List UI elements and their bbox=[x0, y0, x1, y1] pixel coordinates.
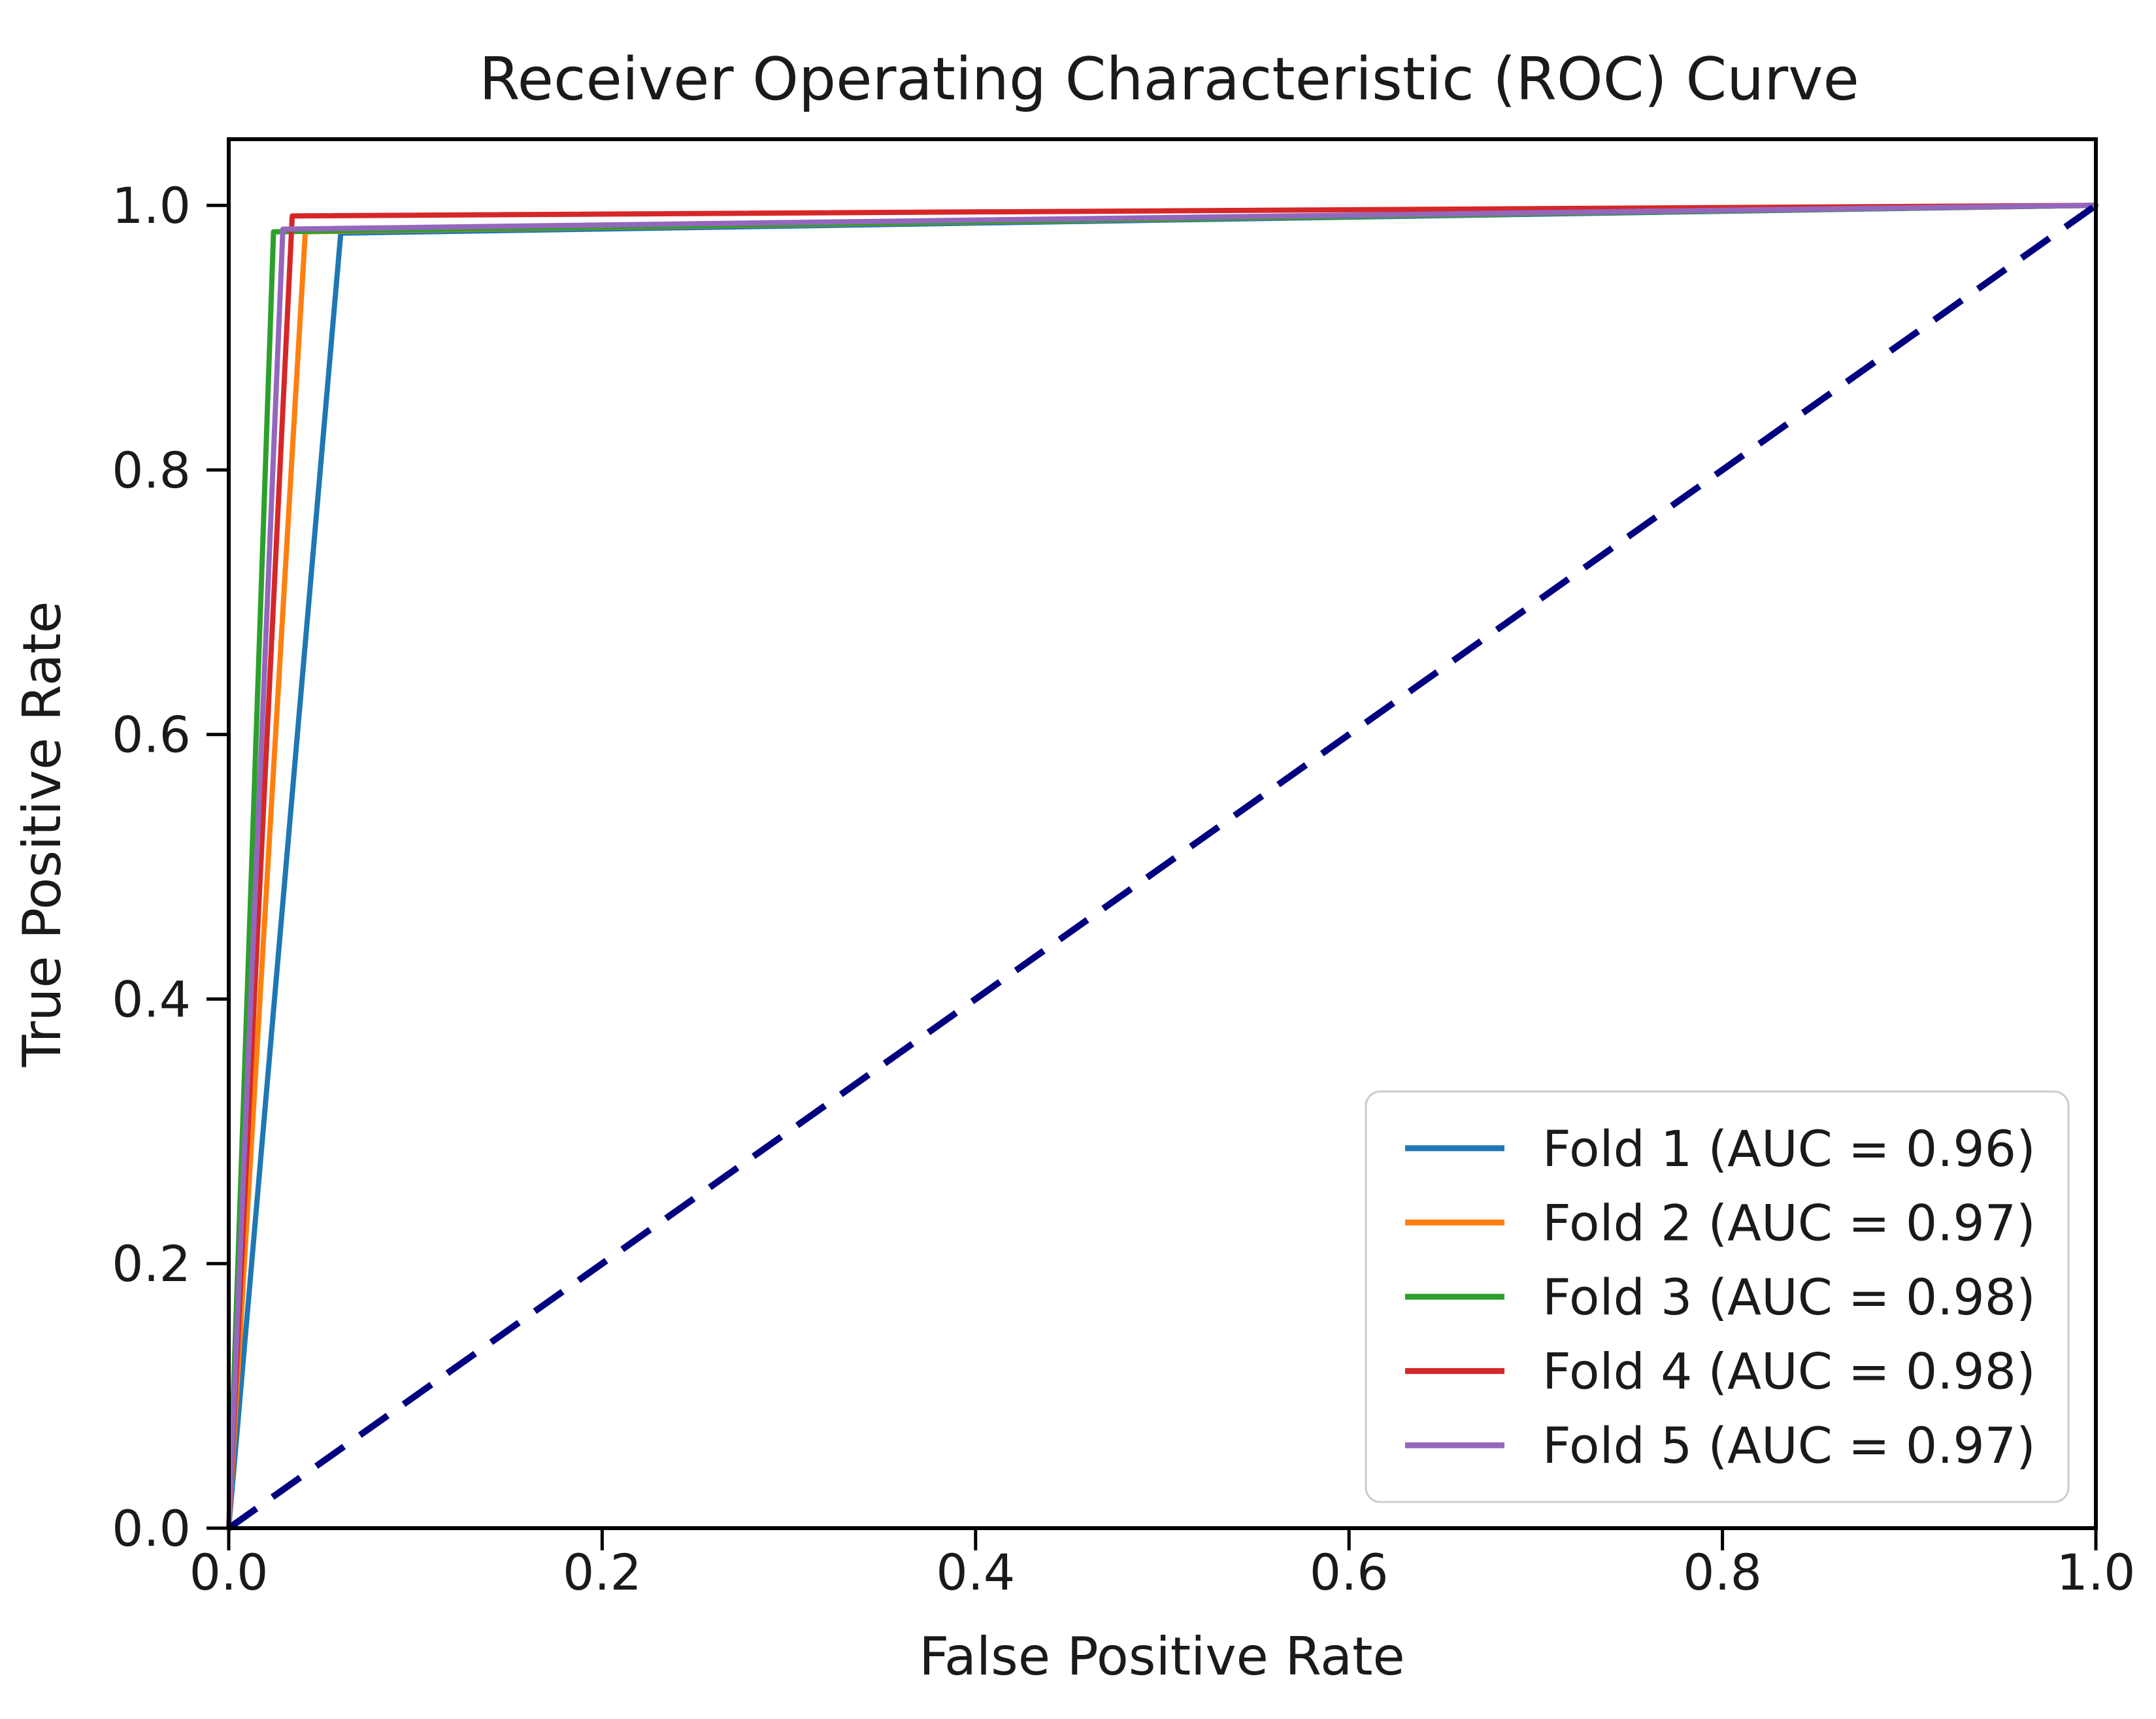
y-tick-label: 0.8 bbox=[112, 441, 191, 499]
x-tick-label: 0.0 bbox=[190, 1543, 269, 1601]
legend-box bbox=[1365, 1090, 2070, 1503]
roc-curve-fold-5 bbox=[226, 203, 2098, 1531]
roc-curve-fold-4 bbox=[226, 203, 2098, 1531]
y-tick-label: 0.4 bbox=[112, 970, 191, 1028]
y-tick-label: 0.0 bbox=[112, 1499, 191, 1558]
y-tick-label: 0.2 bbox=[112, 1235, 191, 1293]
x-tick-label: 0.8 bbox=[1683, 1543, 1762, 1601]
legend-entry-label: Fold 4 (AUC = 0.98) bbox=[1542, 1343, 2036, 1401]
legend-entry-fold-2: Fold 2 (AUC = 0.97) bbox=[1405, 1193, 2036, 1252]
legend-entry-fold-5: Fold 5 (AUC = 0.97) bbox=[1405, 1416, 2036, 1475]
x-tick-label: 0.4 bbox=[936, 1543, 1015, 1601]
x-tick-label: 0.6 bbox=[1310, 1543, 1389, 1601]
reference-line-layer bbox=[227, 203, 2098, 1531]
x-axis-label: False Positive Rate bbox=[919, 1626, 1405, 1687]
legend-entry-fold-1: Fold 1 (AUC = 0.96) bbox=[1405, 1120, 2036, 1178]
x-tick-label: 0.2 bbox=[563, 1543, 642, 1601]
chart-title: Receiver Operating Characteristic (ROC) … bbox=[479, 45, 1859, 114]
legend: Fold 1 (AUC = 0.96) Fold 2 (AUC = 0.97) Fo… bbox=[1365, 1090, 2070, 1503]
chance-diagonal bbox=[227, 203, 2098, 1531]
y-axis-label: True Positive Rate bbox=[12, 601, 73, 1068]
legend-entry-label: Fold 2 (AUC = 0.97) bbox=[1542, 1193, 2036, 1252]
series-layer bbox=[226, 203, 2098, 1531]
x-tick-label: 1.0 bbox=[2057, 1543, 2136, 1601]
axes-layer: 0.0 0.2 0.4 0.6 0.8 1.0 0.0 0.2 0.4 0.6 0.8 1.0 bbox=[112, 137, 2136, 1601]
legend-entry-label: Fold 5 (AUC = 0.97) bbox=[1542, 1416, 2036, 1475]
legend-entry-fold-4: Fold 4 (AUC = 0.98) bbox=[1405, 1343, 2036, 1401]
y-tick-label: 0.6 bbox=[112, 706, 191, 764]
legend-entry-label: Fold 1 (AUC = 0.96) bbox=[1542, 1120, 2036, 1178]
legend-entry-fold-3: Fold 3 (AUC = 0.98) bbox=[1405, 1268, 2036, 1326]
legend-entry-label: Fold 3 (AUC = 0.98) bbox=[1542, 1268, 2036, 1326]
y-tick-label: 1.0 bbox=[112, 176, 191, 235]
plot-spines bbox=[227, 137, 2098, 1530]
